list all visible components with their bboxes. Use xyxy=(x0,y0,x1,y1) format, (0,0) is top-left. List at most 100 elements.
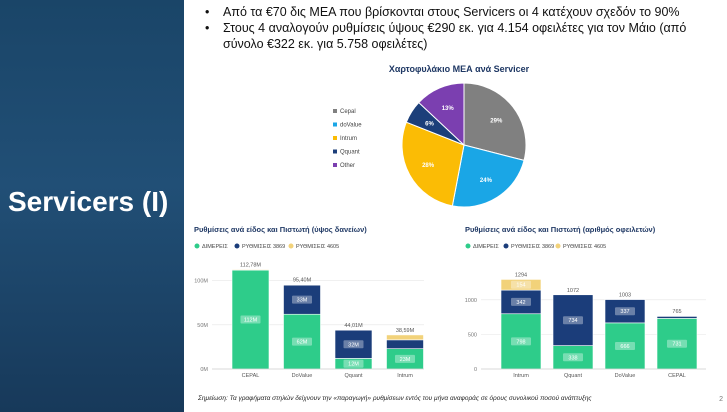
pie-legend-swatch xyxy=(333,122,337,127)
bar-segment xyxy=(604,299,646,324)
bar-segment xyxy=(656,316,698,319)
bar-legend-label: ΔΙΜΕΡΕΙΣ xyxy=(202,244,228,250)
bar-value-box xyxy=(240,315,261,324)
bar-legend-swatch xyxy=(194,243,200,249)
bar-value-label: 798 xyxy=(516,339,525,345)
bar-legend-label: ΡΥΘΜΙΣΕΙΣ 3869 xyxy=(242,244,285,250)
bar-value-box xyxy=(395,354,415,363)
pie-legend-swatch xyxy=(333,136,337,140)
bar-legend-swatch xyxy=(234,243,240,249)
bullet-item: • Από τα €70 δις ΜΕΑ που βρίσκονται στου… xyxy=(197,4,725,20)
bullet-list: • Από τα €70 δις ΜΕΑ που βρίσκονται στου… xyxy=(197,4,725,52)
pie-slice-cepal xyxy=(463,82,527,162)
pie-legend-label: Qquant xyxy=(340,150,360,156)
pie-slice-label: 29% xyxy=(490,118,503,124)
bar-segment xyxy=(231,269,270,271)
bar-value-label: 33M xyxy=(297,298,308,304)
bar-value-box xyxy=(511,297,531,306)
bar-value-label: 666 xyxy=(620,344,629,350)
bar-segment xyxy=(656,318,698,370)
bar-segment xyxy=(604,322,646,370)
x-tick-label: DoValue xyxy=(292,373,313,379)
bullet-dot: • xyxy=(205,5,210,19)
bar-value-label: 734 xyxy=(568,318,577,324)
x-tick-label: Qquant xyxy=(564,373,583,379)
pie-legend-label: Other xyxy=(340,163,355,169)
bar-total-label: 112,78M xyxy=(240,262,261,268)
bar-value-box xyxy=(667,339,687,348)
bar-value-box xyxy=(563,353,583,362)
bar-legend-swatch xyxy=(288,243,294,249)
y-tick-label: 100M xyxy=(194,279,208,285)
bar-value-box xyxy=(563,316,583,325)
x-tick-label: Intrum xyxy=(397,373,413,379)
bar-value-label: 154 xyxy=(516,283,525,289)
bar-total-label: 1003 xyxy=(619,293,631,299)
bar-legend-swatch xyxy=(465,243,471,249)
bar-legend-label: ΔΙΜΕΡΕΙΣ xyxy=(473,244,499,250)
bar-segment xyxy=(500,279,542,291)
bar-legend-label: ΡΥΘΜΙΣΕΙΣ 4605 xyxy=(563,244,606,250)
bar-value-label: 23M xyxy=(400,357,411,363)
x-tick-label: Intrum xyxy=(513,373,529,379)
bar-value-label: 338 xyxy=(568,355,577,361)
slide-title: Servicers (I) xyxy=(8,186,169,217)
pie-title: Χαρτοφυλάκιο ΜΕΑ ανά Servicer xyxy=(389,64,530,74)
y-tick-label: 0 xyxy=(474,367,477,373)
bullet-item: • Στους 4 αναλογούν ρυθμίσεις ύψους €290… xyxy=(197,20,725,52)
y-tick-label: 0M xyxy=(200,367,208,373)
pie-legend-label: Cepal xyxy=(340,109,356,115)
bar-value-box xyxy=(615,307,635,316)
bar-segment xyxy=(386,339,424,349)
pie-slice-label: 24% xyxy=(480,178,493,184)
bar-legend-swatch xyxy=(503,243,509,249)
bullet-dot: • xyxy=(205,21,210,35)
bar-value-box xyxy=(343,359,364,368)
bar-value-label: 337 xyxy=(620,309,629,315)
pie-slice-dovalue xyxy=(451,144,525,208)
pie-legend-swatch xyxy=(333,149,337,154)
bar-value-label: 112M xyxy=(244,318,258,324)
bar-segment xyxy=(334,329,373,359)
bar-total-label: 1072 xyxy=(567,288,579,294)
bar-value-label: 12M xyxy=(348,362,359,368)
bar-value-box xyxy=(615,341,635,350)
bar-total-label: 44,01M xyxy=(344,323,363,329)
title-panel: Servicers (I) xyxy=(0,0,184,412)
bar-total-label: 95,40M xyxy=(293,278,312,284)
bar-legend-swatch xyxy=(555,243,561,249)
page-number: 2 xyxy=(719,396,723,403)
bar-segment xyxy=(552,294,594,346)
bar-value-label: 342 xyxy=(516,300,525,306)
bar-value-label: 62M xyxy=(297,340,308,346)
y-tick-label: 50M xyxy=(197,323,208,329)
y-tick-label: 500 xyxy=(468,332,477,338)
bar-segment xyxy=(283,284,321,315)
pie-slice-label: 28% xyxy=(422,163,435,169)
pie-legend-swatch xyxy=(333,163,337,167)
bar-total-label: 38,59M xyxy=(396,328,415,334)
bar-legend-label: ΡΥΘΜΙΣΕΙΣ 4605 xyxy=(296,244,339,250)
bar-segment xyxy=(386,334,424,341)
bar-value-label: 32M xyxy=(348,342,359,348)
bar-value-box xyxy=(292,337,312,346)
pie-legend-label: Intrum xyxy=(340,136,357,142)
x-tick-label: CEPAL xyxy=(242,373,260,379)
y-tick-label: 1000 xyxy=(465,298,477,304)
bar-segment xyxy=(500,313,542,370)
bar-value-label: 731 xyxy=(672,342,681,348)
bar-chart-title: Ρυθμίσεις ανά είδος και Πιστωτή (αριθμός… xyxy=(465,225,656,234)
x-tick-label: DoValue xyxy=(615,373,636,379)
pie-legend-swatch xyxy=(333,109,337,113)
bar-legend-label: ΡΥΘΜΙΣΕΙΣ 3869 xyxy=(511,244,554,250)
x-tick-label: CEPAL xyxy=(668,373,686,379)
bullet-text: Στους 4 αναλογούν ρυθμίσεις ύψους €290 ε… xyxy=(223,21,687,51)
bar-total-label: 1294 xyxy=(515,272,527,278)
pie-legend-label: doValue xyxy=(340,123,362,129)
footnote: Σημείωση: Τα γραφήματα στηλών δείχνουν τ… xyxy=(198,395,592,402)
bar-value-box xyxy=(292,295,312,304)
pie-slice-intrum xyxy=(401,121,465,207)
bar-total-label: 765 xyxy=(672,309,681,315)
bullet-text: Από τα €70 δις ΜΕΑ που βρίσκονται στους … xyxy=(223,5,680,19)
